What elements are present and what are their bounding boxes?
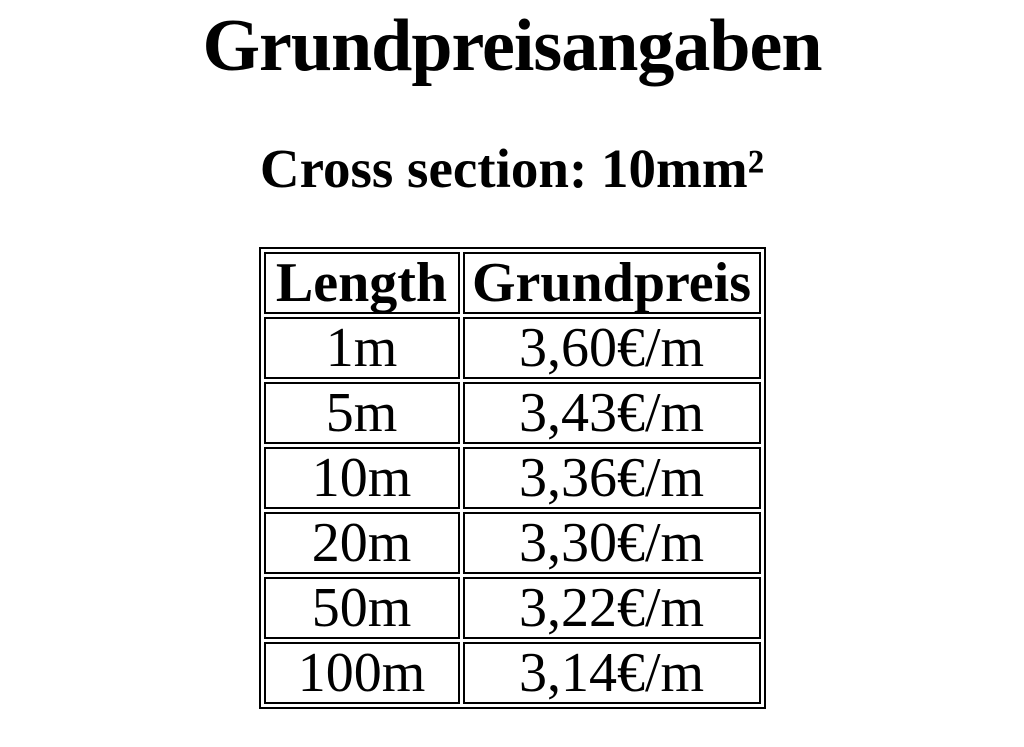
grundpreis-cell: 3,43€/m	[462, 382, 761, 445]
length-cell: 5m	[263, 382, 460, 445]
price-table: Length Grundpreis 1m 3,60€/m 5m 3,43€/m 10m 3…	[258, 247, 766, 710]
length-cell: 20m	[263, 512, 460, 575]
table-row: 10m 3,36€/m	[263, 447, 761, 510]
column-header-length: Length	[263, 252, 460, 315]
grundpreis-cell: 3,22€/m	[462, 577, 761, 640]
grundpreis-cell: 3,30€/m	[462, 512, 761, 575]
page: Grundpreisangaben Cross section: 10mm² L…	[0, 4, 1024, 747]
grundpreis-cell: 3,14€/m	[462, 642, 761, 705]
table-body: 1m 3,60€/m 5m 3,43€/m 10m 3,36€/m 20m 3,30€/m 50…	[263, 317, 761, 705]
table-row: 100m 3,14€/m	[263, 642, 761, 705]
table-row: 5m 3,43€/m	[263, 382, 761, 445]
page-title: Grundpreisangaben	[202, 5, 822, 87]
length-cell: 100m	[263, 642, 460, 705]
length-cell: 50m	[263, 577, 460, 640]
table-header-row: Length Grundpreis	[263, 252, 761, 315]
length-cell: 10m	[263, 447, 460, 510]
column-header-grundpreis: Grundpreis	[462, 252, 761, 315]
grundpreis-cell: 3,36€/m	[462, 447, 761, 510]
table-row: 20m 3,30€/m	[263, 512, 761, 575]
table-row: 50m 3,22€/m	[263, 577, 761, 640]
grundpreis-cell: 3,60€/m	[462, 317, 761, 380]
table-row: 1m 3,60€/m	[263, 317, 761, 380]
page-subtitle: Cross section: 10mm²	[259, 138, 765, 200]
length-cell: 1m	[263, 317, 460, 380]
